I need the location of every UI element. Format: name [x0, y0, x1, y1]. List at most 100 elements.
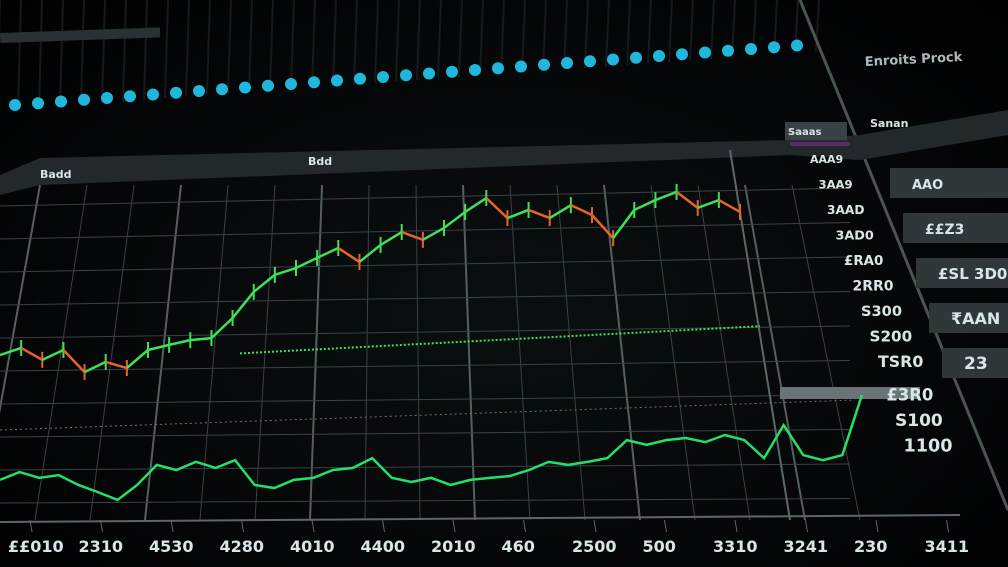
- indicator-dot: [653, 50, 665, 62]
- price-segment: [62, 349, 86, 373]
- top-gridline: [38, 0, 43, 108]
- side-panel-row[interactable]: [929, 303, 1008, 333]
- price-segment: [316, 246, 339, 259]
- side-panel-value: ££Z3: [925, 222, 964, 238]
- indicator-dot: [216, 83, 228, 96]
- indicator-dot: [400, 69, 412, 82]
- top-gridline: [689, 0, 694, 61]
- top-gridline: [164, 0, 169, 99]
- x-tick-label: 460: [502, 537, 535, 556]
- price-segment: [41, 348, 64, 361]
- side-panel-label: Sanan: [870, 117, 908, 130]
- grid-vertical: [556, 184, 586, 521]
- price-segment: [612, 209, 636, 239]
- price-segment: [274, 266, 297, 277]
- top-gridline: [521, 0, 526, 73]
- x-tick: [241, 519, 244, 533]
- volume-line: [0, 394, 864, 502]
- top-gridline: [668, 0, 673, 63]
- x-tick-label: 2310: [79, 537, 124, 556]
- grid-vertical: [462, 184, 476, 521]
- side-panel: AAO ££Z3 £SL 3D0 ₹AAN 23: [890, 168, 1008, 378]
- side-panel-row[interactable]: [903, 213, 1008, 243]
- price-segment: [675, 190, 699, 209]
- price-segment: [591, 214, 615, 239]
- side-panel-value: £SL 3D0: [938, 265, 1007, 283]
- price-segment: [633, 198, 656, 212]
- current-price-marker: [780, 387, 920, 399]
- side-panel-row[interactable]: [890, 168, 1008, 198]
- x-tick: [593, 519, 597, 533]
- indicator-dot: [584, 55, 596, 68]
- top-gridline: [353, 0, 358, 85]
- indicator-dot: [722, 44, 734, 57]
- price-segment: [168, 338, 191, 347]
- price-segment: [147, 343, 170, 352]
- grid-horizontal: [0, 394, 851, 405]
- indicator-dot: [423, 67, 435, 80]
- x-tick: [382, 519, 385, 533]
- x-tick-label: 4010: [290, 537, 335, 556]
- side-panel-row[interactable]: [942, 348, 1008, 378]
- grid-vertical: [697, 184, 751, 521]
- price-segment: [485, 197, 509, 219]
- grid-horizontal: [0, 187, 851, 207]
- grid-horizontal: [0, 463, 851, 471]
- x-tick: [946, 519, 949, 533]
- x-tick-label: 500: [643, 537, 676, 556]
- x-tick: [734, 519, 738, 533]
- indicator-dot: [446, 65, 458, 78]
- price-label: 3AAD: [827, 203, 864, 217]
- price-segment: [422, 226, 445, 241]
- x-tick-label: 4280: [220, 537, 265, 556]
- grid-horizontal: [0, 360, 851, 372]
- top-gridline: [290, 0, 295, 90]
- x-tick: [452, 519, 456, 533]
- price-label: 3AD0: [836, 229, 874, 244]
- price-segment: [337, 246, 361, 263]
- x-tick: [664, 519, 667, 533]
- indicator-dot: [745, 43, 757, 55]
- indicator-dot: [791, 39, 803, 52]
- price-segment: [295, 256, 318, 270]
- indicator-dot: [124, 90, 136, 103]
- grid-horizontal: [0, 256, 851, 273]
- x-tick: [29, 519, 33, 533]
- top-gridline: [710, 0, 715, 60]
- price-label: £RA0: [844, 254, 883, 269]
- price-segment: [252, 273, 276, 293]
- x-axis: ££010 2310 4530 4280 4010 4400 2010 460 2500 500 3…: [8, 519, 969, 556]
- grid-vertical: [603, 184, 641, 521]
- top-gridline: [500, 0, 505, 75]
- indicator-dot: [147, 88, 159, 101]
- top-scrollbar[interactable]: [0, 27, 161, 43]
- grid-horizontal: [0, 325, 851, 339]
- grid-horizontal: [0, 222, 851, 240]
- x-tick-label: 230: [854, 537, 887, 556]
- top-indicator-panel: [0, 0, 820, 111]
- price-label: AAA9: [810, 153, 843, 166]
- side-panel-row[interactable]: [916, 258, 1008, 288]
- x-tick-label: 3241: [784, 537, 829, 556]
- side-panel-value: 23: [964, 354, 988, 374]
- price-label: 1100: [904, 437, 953, 457]
- top-gridline: [311, 0, 316, 88]
- chart-tab[interactable]: Badd: [40, 168, 72, 181]
- price-header: Saaas: [788, 127, 821, 138]
- side-panel-value: AAO: [912, 178, 943, 193]
- top-gridline: [437, 0, 442, 79]
- top-gridline: [458, 0, 463, 78]
- grid-horizontal: [0, 498, 851, 504]
- x-tick-label: 2010: [431, 537, 476, 556]
- price-label: S100: [895, 411, 943, 431]
- price-segment: [464, 196, 487, 214]
- top-gridline: [647, 0, 652, 64]
- top-gridline: [80, 0, 85, 105]
- indicator-dot: [699, 46, 711, 59]
- top-gridline: [248, 0, 253, 93]
- indicator-dot: [78, 93, 90, 106]
- indicator-dot: [377, 71, 389, 83]
- indicator-dot: [676, 48, 688, 61]
- indicator-dot: [9, 99, 21, 111]
- price-label: S200: [870, 328, 913, 346]
